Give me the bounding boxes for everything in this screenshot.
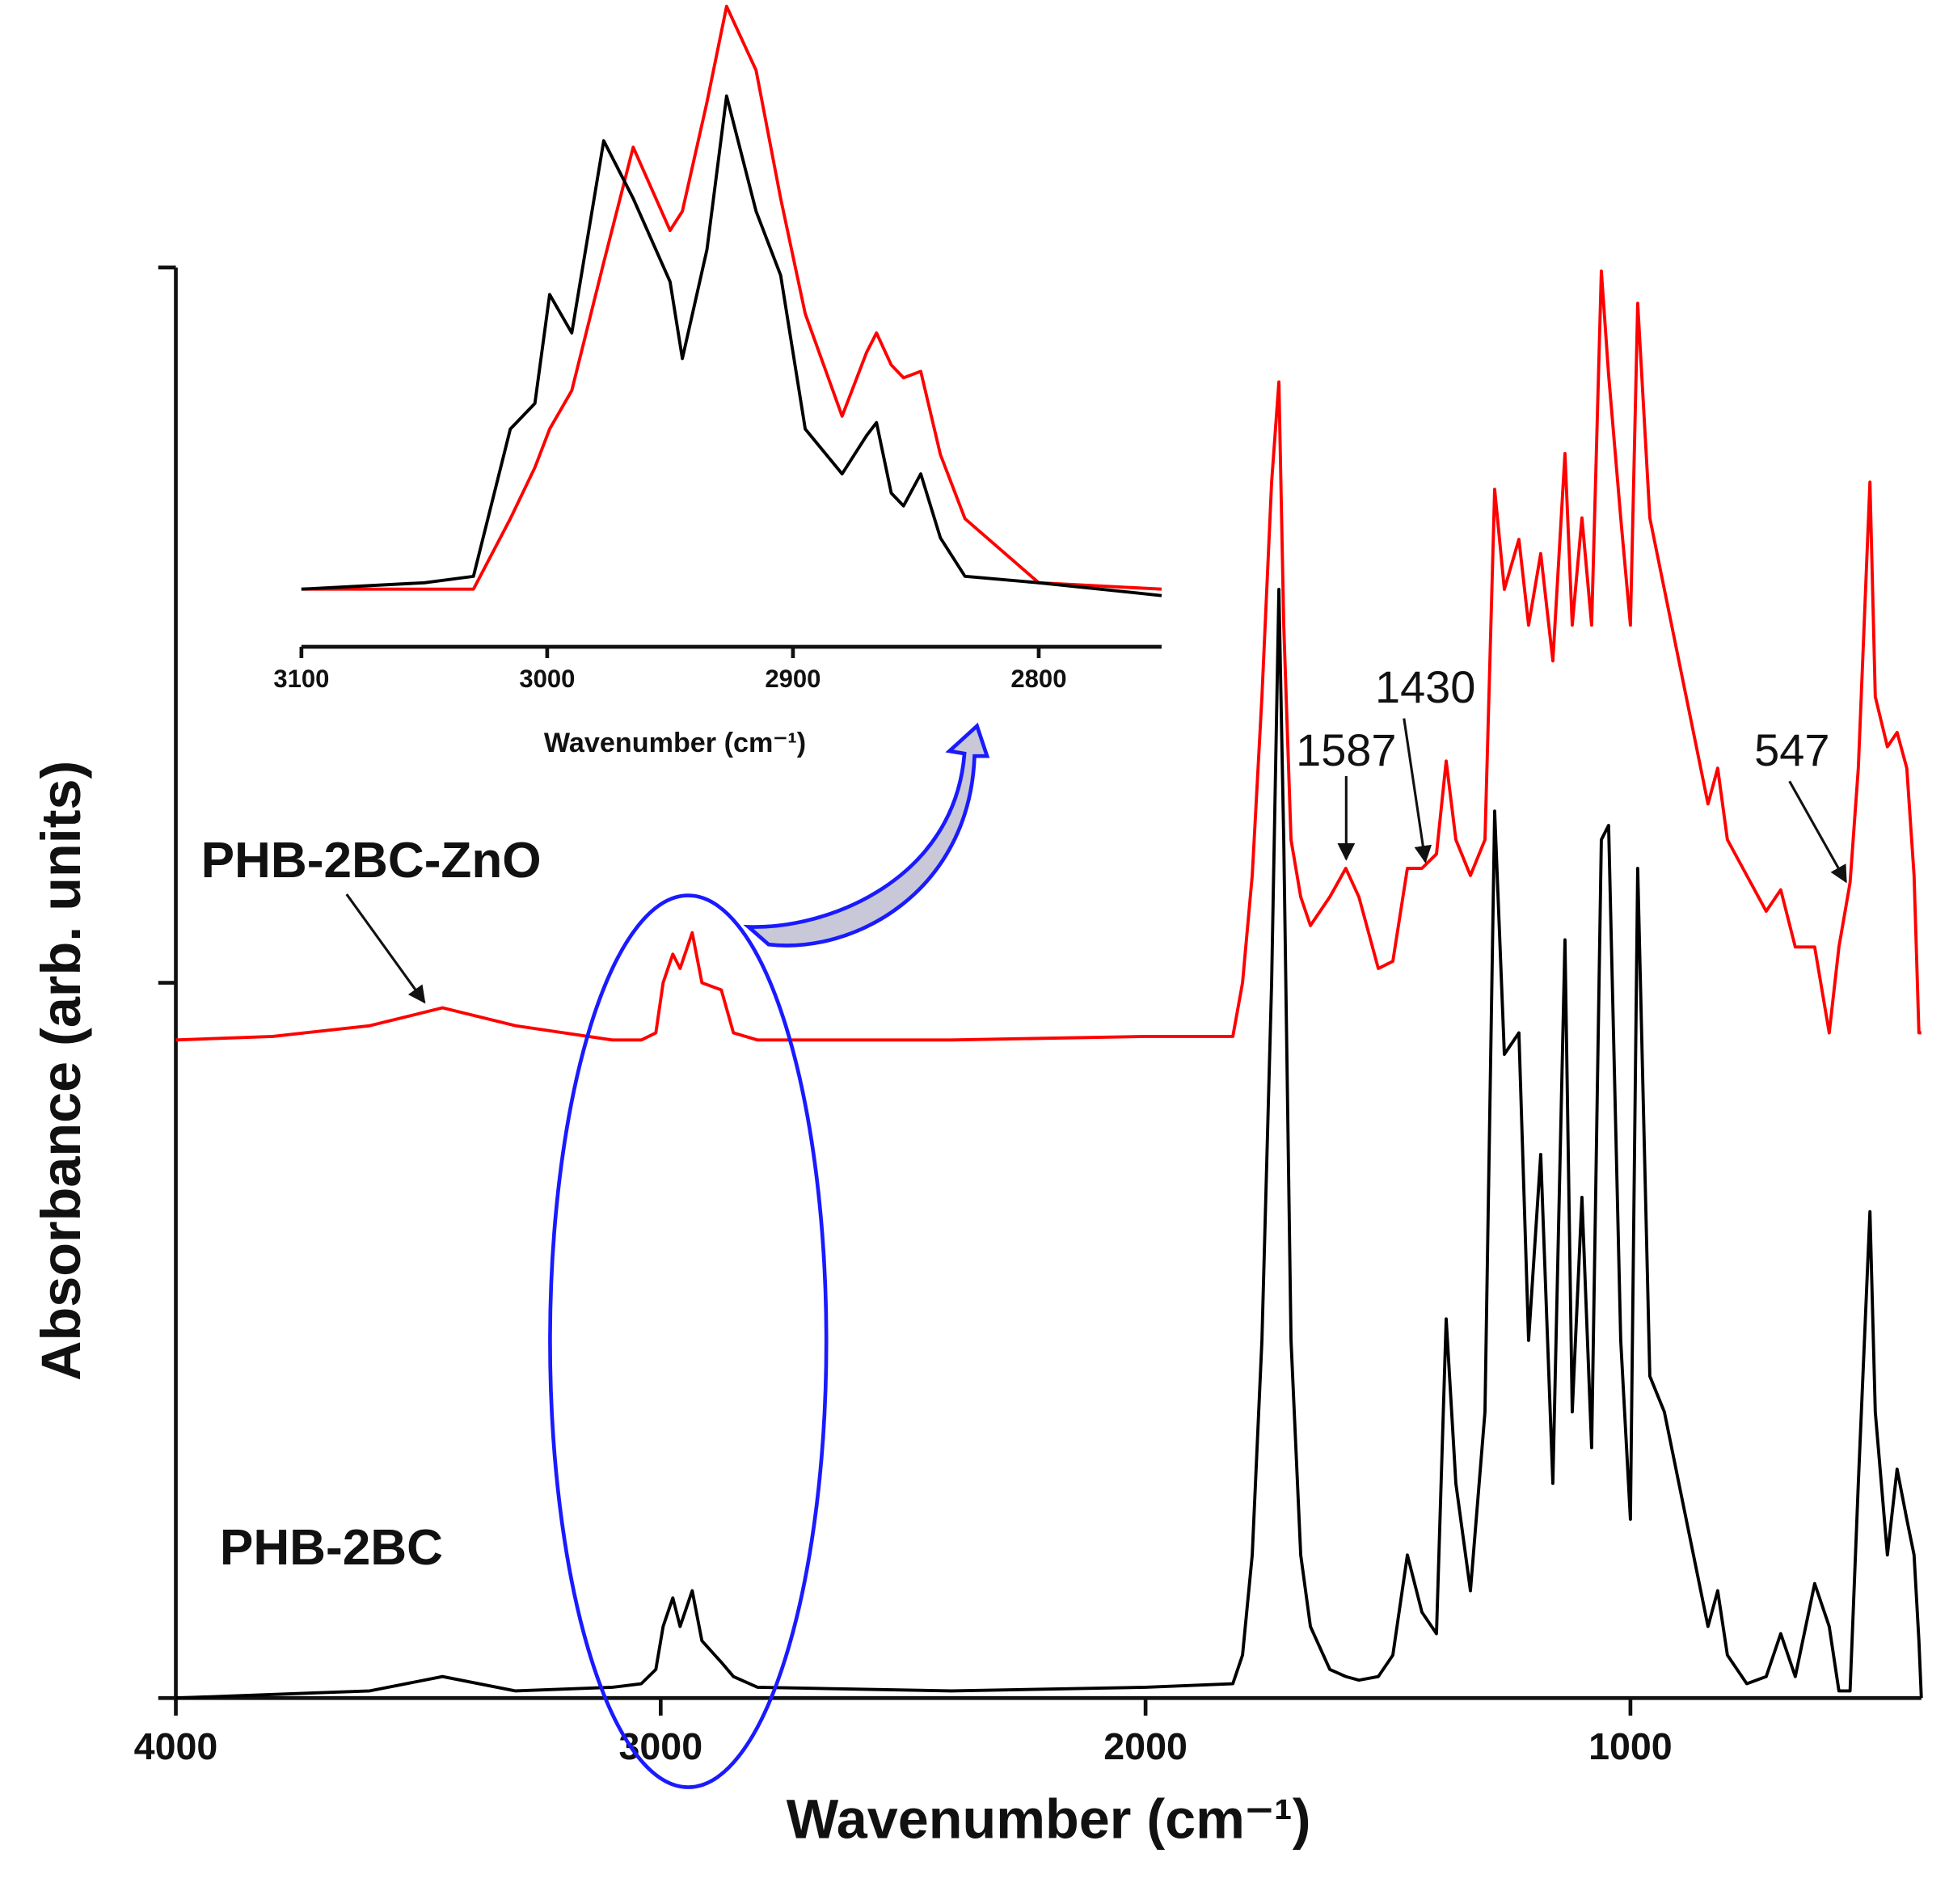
x-axis-title: Wavenumber (cm⁻¹) [787, 1789, 1311, 1851]
series-line [175, 269, 1922, 1042]
x-tick-label: 2900 [765, 665, 821, 693]
annotation-arrow [345, 893, 426, 1004]
series-label: PHB-2BC-ZnO [201, 833, 542, 889]
x-tick-label: 3100 [273, 665, 329, 693]
annotation: 1587 [1296, 724, 1396, 775]
x-tick-label: 4000 [134, 1725, 218, 1767]
x-tick-label: 1000 [1588, 1725, 1673, 1767]
annotation-arrow [1788, 780, 1847, 884]
annotation: 547 [1754, 724, 1829, 775]
series-label: PHB-2BC [220, 1520, 443, 1576]
annotation: 1430 [1375, 661, 1475, 712]
curved-arrow [743, 722, 990, 948]
series-line [175, 588, 1923, 1700]
x-tick-label: 2800 [1010, 665, 1066, 693]
plot-area: 4000 3000 2000 1000 Wavenumber (cm⁻¹) Absorba… [31, 4, 1923, 1851]
y-axis-title: Absorbance (arb. units) [31, 761, 92, 1381]
series-line [301, 94, 1162, 597]
x-axis-title: Wavenumber (cm⁻¹) [544, 728, 806, 758]
highlight-ellipse [548, 893, 829, 1789]
x-tick-label: 2000 [1103, 1725, 1188, 1767]
annotation-arrow [1403, 718, 1432, 863]
series-line [301, 4, 1162, 591]
x-tick-label: 3000 [519, 665, 575, 693]
